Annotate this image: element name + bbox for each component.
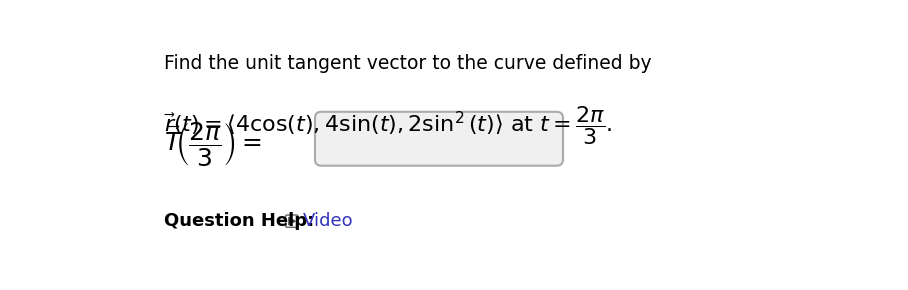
Text: Find the unit tangent vector to the curve defined by: Find the unit tangent vector to the curv… [163, 54, 652, 73]
Text: Video: Video [302, 212, 353, 230]
Polygon shape [289, 217, 296, 225]
Text: Question Help:: Question Help: [163, 212, 314, 230]
FancyBboxPatch shape [285, 215, 298, 227]
Text: $\vec{T}\!\left(\dfrac{2\pi}{3}\right) =$: $\vec{T}\!\left(\dfrac{2\pi}{3}\right) =… [163, 120, 262, 168]
FancyBboxPatch shape [315, 112, 563, 166]
Text: $\vec{r}(t) = \langle 4\cos(t), 4\sin(t), 2\sin^2(t)\rangle$ at $t = \dfrac{2\pi: $\vec{r}(t) = \langle 4\cos(t), 4\sin(t)… [163, 104, 612, 147]
